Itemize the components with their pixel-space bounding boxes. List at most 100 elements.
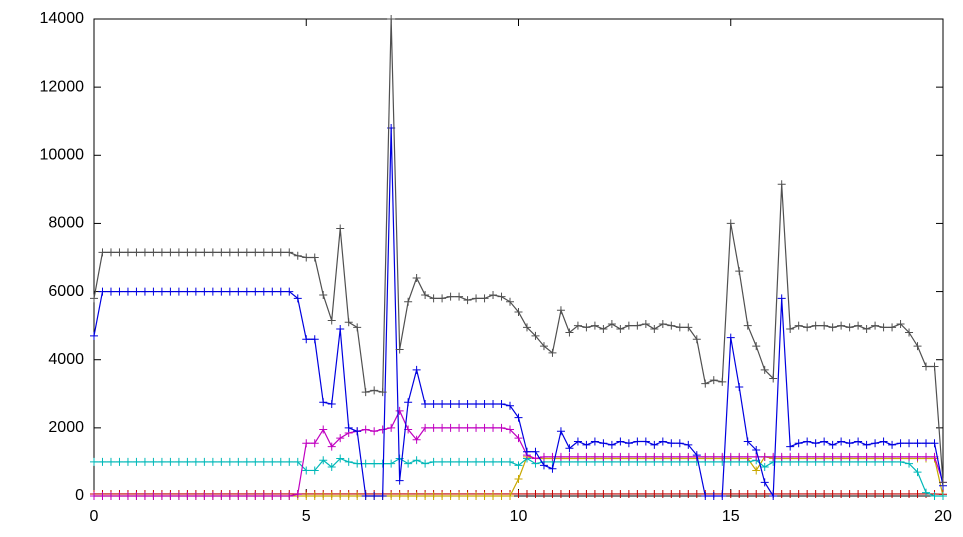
point-marker bbox=[531, 447, 540, 456]
point-marker bbox=[106, 457, 115, 466]
point-marker bbox=[90, 457, 98, 466]
point-marker bbox=[573, 452, 582, 461]
point-marker bbox=[939, 492, 947, 500]
y-tick-label: 8000 bbox=[48, 215, 84, 232]
point-marker bbox=[217, 287, 226, 296]
point-marker bbox=[446, 292, 455, 301]
point-marker bbox=[650, 325, 659, 334]
point-marker bbox=[497, 423, 506, 432]
point-marker bbox=[497, 400, 506, 409]
point-marker bbox=[879, 437, 888, 446]
point-marker bbox=[310, 466, 319, 475]
y-tick-label: 0 bbox=[75, 487, 84, 504]
point-marker bbox=[794, 439, 803, 448]
point-marker bbox=[361, 425, 370, 434]
point-marker bbox=[905, 489, 914, 498]
point-marker bbox=[344, 318, 353, 327]
point-marker bbox=[319, 456, 328, 465]
point-marker bbox=[166, 492, 175, 500]
point-marker bbox=[387, 492, 396, 500]
point-marker bbox=[633, 321, 642, 330]
point-marker bbox=[650, 440, 659, 449]
point-marker bbox=[837, 489, 846, 498]
point-marker bbox=[446, 400, 455, 409]
point-marker bbox=[896, 319, 905, 328]
point-marker bbox=[667, 452, 676, 461]
point-marker bbox=[735, 267, 744, 276]
point-marker bbox=[794, 321, 803, 330]
point-marker bbox=[709, 452, 718, 461]
point-marker bbox=[811, 489, 820, 498]
point-marker bbox=[378, 492, 387, 500]
point-marker bbox=[259, 457, 268, 466]
point-marker bbox=[429, 457, 438, 466]
point-marker bbox=[871, 489, 880, 498]
point-marker bbox=[472, 492, 481, 500]
point-marker bbox=[217, 492, 226, 500]
point-marker bbox=[455, 292, 464, 301]
point-marker bbox=[769, 374, 778, 383]
point-marker bbox=[811, 321, 820, 330]
point-marker bbox=[701, 379, 710, 388]
point-marker bbox=[480, 423, 489, 432]
point-marker bbox=[539, 452, 548, 461]
point-marker bbox=[514, 413, 523, 422]
point-marker bbox=[387, 15, 396, 23]
point-marker bbox=[828, 489, 837, 498]
point-marker bbox=[378, 388, 387, 397]
point-marker bbox=[353, 323, 362, 332]
point-marker bbox=[353, 492, 362, 500]
point-marker bbox=[319, 290, 328, 299]
point-marker bbox=[777, 452, 786, 461]
point-marker bbox=[302, 466, 311, 475]
point-marker bbox=[803, 452, 812, 461]
point-marker bbox=[90, 294, 98, 303]
point-marker bbox=[667, 321, 676, 330]
point-marker bbox=[514, 474, 523, 483]
point-marker bbox=[845, 439, 854, 448]
point-marker bbox=[336, 454, 345, 463]
point-marker bbox=[573, 437, 582, 446]
point-marker bbox=[310, 492, 319, 500]
point-marker bbox=[412, 365, 421, 374]
point-marker bbox=[658, 452, 667, 461]
point-marker bbox=[599, 489, 608, 498]
point-marker bbox=[862, 489, 871, 498]
point-marker bbox=[370, 427, 379, 436]
point-marker bbox=[208, 457, 217, 466]
point-marker bbox=[319, 425, 328, 434]
point-marker bbox=[344, 457, 353, 466]
point-marker bbox=[149, 457, 158, 466]
point-marker bbox=[539, 461, 548, 470]
point-marker bbox=[760, 365, 769, 374]
point-marker bbox=[531, 489, 540, 498]
point-marker bbox=[140, 457, 149, 466]
point-marker bbox=[115, 248, 124, 257]
point-marker bbox=[506, 401, 515, 410]
y-tick-label: 14000 bbox=[40, 10, 85, 27]
point-marker bbox=[412, 273, 421, 282]
point-marker bbox=[140, 248, 149, 257]
point-marker bbox=[183, 287, 192, 296]
point-marker bbox=[641, 489, 650, 498]
point-marker bbox=[166, 248, 175, 257]
point-marker bbox=[675, 439, 684, 448]
point-marker bbox=[896, 439, 905, 448]
point-marker bbox=[913, 439, 922, 448]
point-marker bbox=[506, 297, 515, 306]
point-marker bbox=[353, 427, 362, 436]
point-marker bbox=[327, 316, 336, 325]
point-marker bbox=[480, 400, 489, 409]
point-marker bbox=[726, 452, 735, 461]
point-marker bbox=[149, 248, 158, 257]
point-marker bbox=[234, 248, 243, 257]
point-marker bbox=[200, 457, 209, 466]
point-marker bbox=[174, 287, 183, 296]
x-tick-label: 15 bbox=[722, 508, 740, 525]
point-marker bbox=[607, 440, 616, 449]
point-marker bbox=[684, 440, 693, 449]
point-marker bbox=[760, 489, 769, 498]
point-marker bbox=[777, 294, 786, 303]
point-marker bbox=[667, 439, 676, 448]
